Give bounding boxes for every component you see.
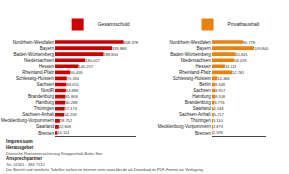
svg-text:Saarland: Saarland	[36, 124, 55, 129]
svg-text:Hamburg: Hamburg	[192, 94, 211, 99]
svg-text:Mecklenburg-Vorpommern: Mecklenburg-Vorpommern	[158, 124, 212, 129]
svg-text:Herausgeber: Herausgeber	[6, 145, 34, 150]
svg-text:64.888: 64.888	[66, 88, 79, 93]
svg-text:68.055: 68.055	[66, 82, 79, 87]
svg-text:34.111: 34.111	[225, 64, 237, 69]
svg-text:8.108: 8.108	[215, 94, 226, 99]
svg-text:Schleswig-Holstein: Schleswig-Holstein	[173, 76, 212, 81]
svg-text:Sachsen-Anhalt: Sachsen-Anhalt	[22, 112, 55, 117]
svg-text:Baden-Württemberg: Baden-Württemberg	[170, 52, 211, 57]
svg-text:Tel. 02361 - 384 7512: Tel. 02361 - 384 7512	[6, 162, 45, 167]
svg-text:2.873: 2.873	[213, 124, 224, 129]
svg-text:90.408: 90.408	[70, 70, 83, 75]
svg-text:52.781: 52.781	[232, 70, 245, 75]
svg-text:Hessen: Hessen	[39, 64, 55, 69]
svg-text:60.288: 60.288	[65, 100, 78, 105]
svg-text:61.808: 61.808	[65, 94, 78, 99]
svg-text:Bremen: Bremen	[38, 131, 54, 136]
svg-text:Mecklenburg-Vorpommern: Mecklenburg-Vorpommern	[1, 118, 55, 123]
svg-text:Rheinland-Pfalz: Rheinland-Pfalz	[22, 70, 55, 75]
svg-text:Bayern: Bayern	[197, 46, 212, 51]
svg-text:14.114: 14.114	[57, 130, 70, 135]
svg-text:Sachsen-Anhalt: Sachsen-Anhalt	[179, 112, 212, 117]
svg-text:57.174: 57.174	[65, 106, 78, 111]
svg-text:Nordrhein-Westfalen: Nordrhein-Westfalen	[13, 40, 55, 45]
svg-text:28.752: 28.752	[60, 118, 73, 123]
svg-text:Hessen: Hessen	[196, 64, 212, 69]
svg-text:Saarland: Saarland	[193, 106, 212, 111]
svg-text:58.428: 58.428	[234, 58, 247, 63]
svg-text:8.348: 8.348	[215, 82, 226, 87]
svg-text:Bremen: Bremen	[195, 131, 211, 136]
svg-text:Thüringen: Thüringen	[34, 106, 55, 111]
svg-text:Bayern: Bayern	[40, 46, 55, 51]
svg-text:Brandenburg: Brandenburg	[28, 94, 55, 99]
svg-text:Brandenburg: Brandenburg	[185, 100, 212, 105]
svg-text:Impressum: Impressum	[6, 138, 33, 144]
svg-text:Berlin: Berlin	[199, 82, 211, 87]
svg-text:Privathaushalt: Privathaushalt	[228, 21, 260, 27]
svg-text:6.776: 6.776	[214, 100, 225, 105]
svg-text:Ansprechpartner: Ansprechpartner	[6, 156, 43, 161]
svg-text:80.778: 80.778	[243, 40, 256, 45]
svg-text:288.804: 288.804	[104, 52, 119, 57]
svg-text:3.110: 3.110	[213, 118, 223, 123]
svg-text:NordR: NordR	[41, 88, 55, 93]
svg-text:70.334: 70.334	[67, 76, 80, 81]
svg-text:54.258: 54.258	[64, 112, 77, 117]
svg-text:Baden-Württemberg: Baden-Württemberg	[13, 52, 54, 57]
svg-text:22.808: 22.808	[59, 124, 72, 129]
svg-text:5.217: 5.217	[214, 112, 225, 117]
svg-text:Thüringen: Thüringen	[191, 118, 212, 123]
svg-text:Sachsen: Sachsen	[36, 82, 54, 87]
svg-text:109.840: 109.840	[254, 46, 269, 51]
svg-text:8.957: 8.957	[215, 88, 226, 93]
svg-text:Rheinland-Pfalz: Rheinland-Pfalz	[179, 70, 212, 75]
svg-text:408.378: 408.378	[124, 40, 139, 45]
svg-text:2.598: 2.598	[213, 130, 224, 135]
svg-text:140.257: 140.257	[79, 64, 94, 69]
svg-text:Niedersachsen: Niedersachsen	[24, 58, 55, 63]
svg-text:Hamburg: Hamburg	[35, 100, 54, 105]
svg-text:Nordrhein-Westfalen: Nordrhein-Westfalen	[170, 40, 212, 45]
svg-text:14.368: 14.368	[217, 76, 230, 81]
svg-text:Gesamtschuld: Gesamtschuld	[98, 21, 130, 27]
svg-text:Der Bericht und sämtliche Tabe: Der Bericht und sämtliche Tabellen stehe…	[6, 168, 204, 172]
svg-text:Deutsche Rentenversicherung Kn: Deutsche Rentenversicherung Knappschaft-…	[6, 151, 103, 156]
svg-text:Schleswig-Holstein: Schleswig-Holstein	[16, 76, 55, 81]
svg-text:339.868: 339.868	[112, 46, 127, 51]
svg-text:180.007: 180.007	[85, 58, 100, 63]
svg-text:4.548: 4.548	[214, 106, 225, 111]
svg-text:61.841: 61.841	[236, 52, 249, 57]
svg-text:Sachsen: Sachsen	[193, 88, 211, 93]
svg-text:Niedersachsen: Niedersachsen	[181, 58, 212, 63]
